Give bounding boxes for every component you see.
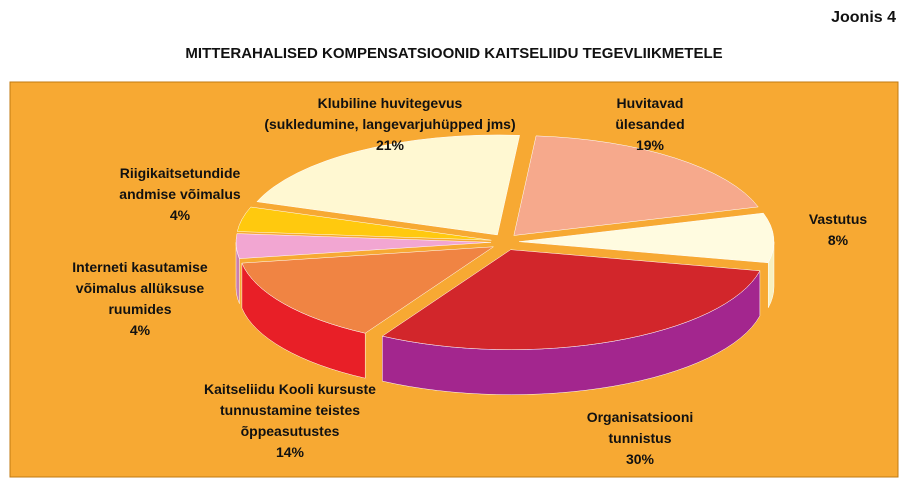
slice-label-line: Huvitavad (617, 95, 684, 111)
slice (236, 206, 492, 241)
slice-label: Interneti kasutamise võimalus allüksuse ru… (72, 259, 208, 317)
slice-label: Huvitavad ülesanded (615, 95, 684, 132)
slice-label-line: tunnustamine teistes (220, 402, 360, 418)
slice (381, 249, 761, 350)
slice-label-line: Klubiline huvitegevus (318, 95, 463, 111)
slice-label-line: tunnistus (609, 430, 672, 446)
slice (241, 246, 495, 334)
value-label: 21% (376, 137, 405, 153)
value-label: 4% (170, 207, 191, 223)
slice-label-line: Vastutus (809, 211, 868, 227)
slice-label-line: andmise võimalus (119, 186, 241, 202)
slice-label-line: ülesanded (615, 116, 684, 132)
slice-label-line: Interneti kasutamise (72, 259, 208, 275)
slice (235, 233, 492, 259)
slice (513, 135, 759, 236)
slice (518, 212, 775, 264)
slice-label-line: Riigikaitsetundide (120, 165, 241, 181)
slice-label-line: võimalus allüksuse (76, 280, 205, 296)
slice (256, 134, 520, 236)
slice-label: Klubiline huvitegevus (sukledumine, lange… (264, 95, 515, 132)
value-label: 19% (636, 137, 665, 153)
chart-title: MITTERAHALISED KOMPENSATSIOONID KAITSELI… (185, 45, 722, 62)
slice-label-line: ruumides (108, 301, 171, 317)
value-label: 30% (626, 451, 655, 467)
value-label: 14% (276, 444, 305, 460)
pie (235, 134, 775, 395)
slice-label: Kaitseliidu Kooli kursuste tunnustamine t… (204, 381, 376, 439)
value-label: 8% (828, 232, 849, 248)
value-label: 4% (130, 322, 151, 338)
slice-label-line: Kaitseliidu Kooli kursuste (204, 381, 376, 397)
slice-label-line: (sukledumine, langevarjuhüpped jms) (264, 116, 515, 132)
slice-label: Organisatsiooni tunnistus (587, 409, 694, 446)
slice-label: Riigikaitsetundide andmise võimalus (119, 165, 241, 202)
figure-label: Joonis 4 (831, 9, 896, 26)
slice-label: Vastutus (809, 211, 868, 227)
slice-label-line: õppeasutustes (241, 423, 340, 439)
slice-label-line: Organisatsiooni (587, 409, 694, 425)
